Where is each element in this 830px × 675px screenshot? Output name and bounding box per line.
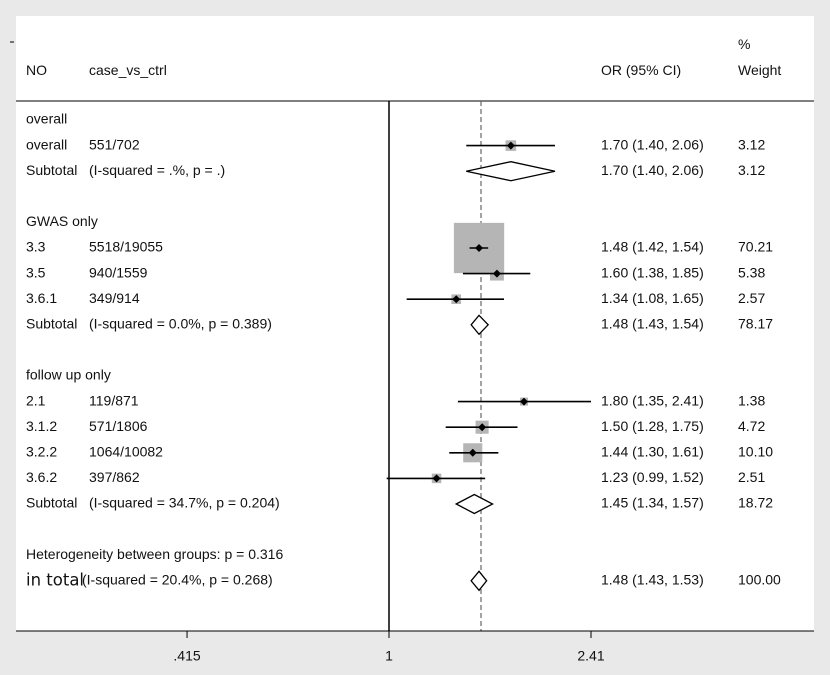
point-estimate (468, 448, 477, 457)
row-or-ci: 1.80 (1.35, 2.41) (601, 392, 704, 408)
subtotal-diamond (454, 493, 494, 515)
group-heading: follow up only (26, 367, 111, 383)
plot-panel (16, 16, 814, 631)
row-no: 3.1.2 (26, 418, 57, 434)
row-weight: 10.10 (738, 444, 773, 460)
row-weight: 4.72 (738, 418, 765, 434)
row-weight: 5.38 (738, 264, 765, 280)
row-no: 3.6.2 (26, 469, 57, 485)
row-no: 3.2.2 (26, 444, 57, 460)
row-or-ci: 1.70 (1.40, 2.06) (601, 162, 704, 178)
row-label: (I-squared = 34.7%, p = 0.204) (89, 495, 280, 511)
point-estimate (478, 423, 487, 432)
row-or-ci: 1.44 (1.30, 1.61) (601, 444, 704, 460)
header-or: OR (95% CI) (601, 62, 681, 78)
row-no: 3.3 (26, 239, 46, 255)
row-label: 349/914 (89, 290, 140, 306)
point-estimate (432, 474, 441, 483)
row-or-ci: 1.34 (1.08, 1.65) (601, 290, 704, 306)
row-weight: 2.57 (738, 290, 765, 306)
point-estimate (452, 295, 461, 304)
subtotal-diamond (470, 314, 490, 336)
row-label: 551/702 (89, 136, 140, 152)
row-label: 119/871 (89, 392, 139, 408)
row-weight: 100.00 (738, 572, 781, 588)
row-no: Subtotal (26, 316, 77, 332)
row-or-ci: 1.48 (1.43, 1.53) (601, 572, 704, 588)
row-no: Subtotal (26, 162, 77, 178)
row-or-ci: 1.23 (0.99, 1.52) (601, 469, 704, 485)
rows-layer: overall overall 551/702 1.70 (1.40, 2.06) 3.… (26, 111, 781, 592)
row-or-ci: 1.70 (1.40, 2.06) (601, 136, 704, 152)
row-weight: 2.51 (738, 469, 765, 485)
point-estimate (506, 141, 515, 150)
row-weight: 3.12 (738, 136, 765, 152)
group-heading: Heterogeneity between groups: p = 0.316 (26, 546, 283, 562)
x-tick-label: 2.41 (577, 648, 604, 664)
overall-heterogeneity: (I-squared = 20.4%, p = 0.268) (82, 572, 273, 588)
row-or-ci: 1.48 (1.43, 1.54) (601, 316, 704, 332)
row-or-ci: 1.45 (1.34, 1.57) (601, 495, 704, 511)
row-no: 2.1 (26, 392, 46, 408)
group-heading: overall (26, 111, 67, 127)
header-weight-percent: % (738, 36, 750, 52)
header-weight: Weight (738, 62, 781, 78)
row-label: (I-squared = .%, p = .) (89, 162, 225, 178)
row-weight: 78.17 (738, 316, 773, 332)
row-or-ci: 1.50 (1.28, 1.75) (601, 418, 704, 434)
header-label: case_vs_ctrl (89, 62, 167, 78)
subtotal-diamond (466, 161, 556, 182)
overall-diamond (470, 570, 488, 592)
point-estimate (475, 244, 484, 252)
row-weight: 3.12 (738, 162, 765, 178)
point-estimate (519, 397, 528, 406)
row-no: overall (26, 136, 67, 152)
row-label: 397/862 (89, 469, 140, 485)
row-or-ci: 1.60 (1.38, 1.85) (601, 264, 704, 280)
row-no: 3.5 (26, 264, 46, 280)
header-no: NO (26, 62, 47, 78)
row-no: 3.6.1 (26, 290, 57, 306)
row-label: 1064/10082 (89, 444, 163, 460)
x-tick-label: 1 (385, 648, 393, 664)
row-weight: 18.72 (738, 495, 773, 511)
x-tick-label: .415 (173, 648, 200, 664)
overall-label: in total (26, 570, 84, 589)
row-label: (I-squared = 0.0%, p = 0.389) (89, 316, 272, 332)
group-heading: GWAS only (26, 213, 98, 229)
x-axis-ticks: .415 1 2.41 (173, 631, 605, 664)
row-no: Subtotal (26, 495, 77, 511)
row-or-ci: 1.48 (1.42, 1.54) (601, 239, 704, 255)
point-estimate (492, 269, 501, 278)
row-label: 5518/19055 (89, 239, 163, 255)
row-label: 940/1559 (89, 264, 148, 280)
row-weight: 70.21 (738, 239, 773, 255)
row-label: 571/1806 (89, 418, 148, 434)
row-weight: 1.38 (738, 392, 765, 408)
